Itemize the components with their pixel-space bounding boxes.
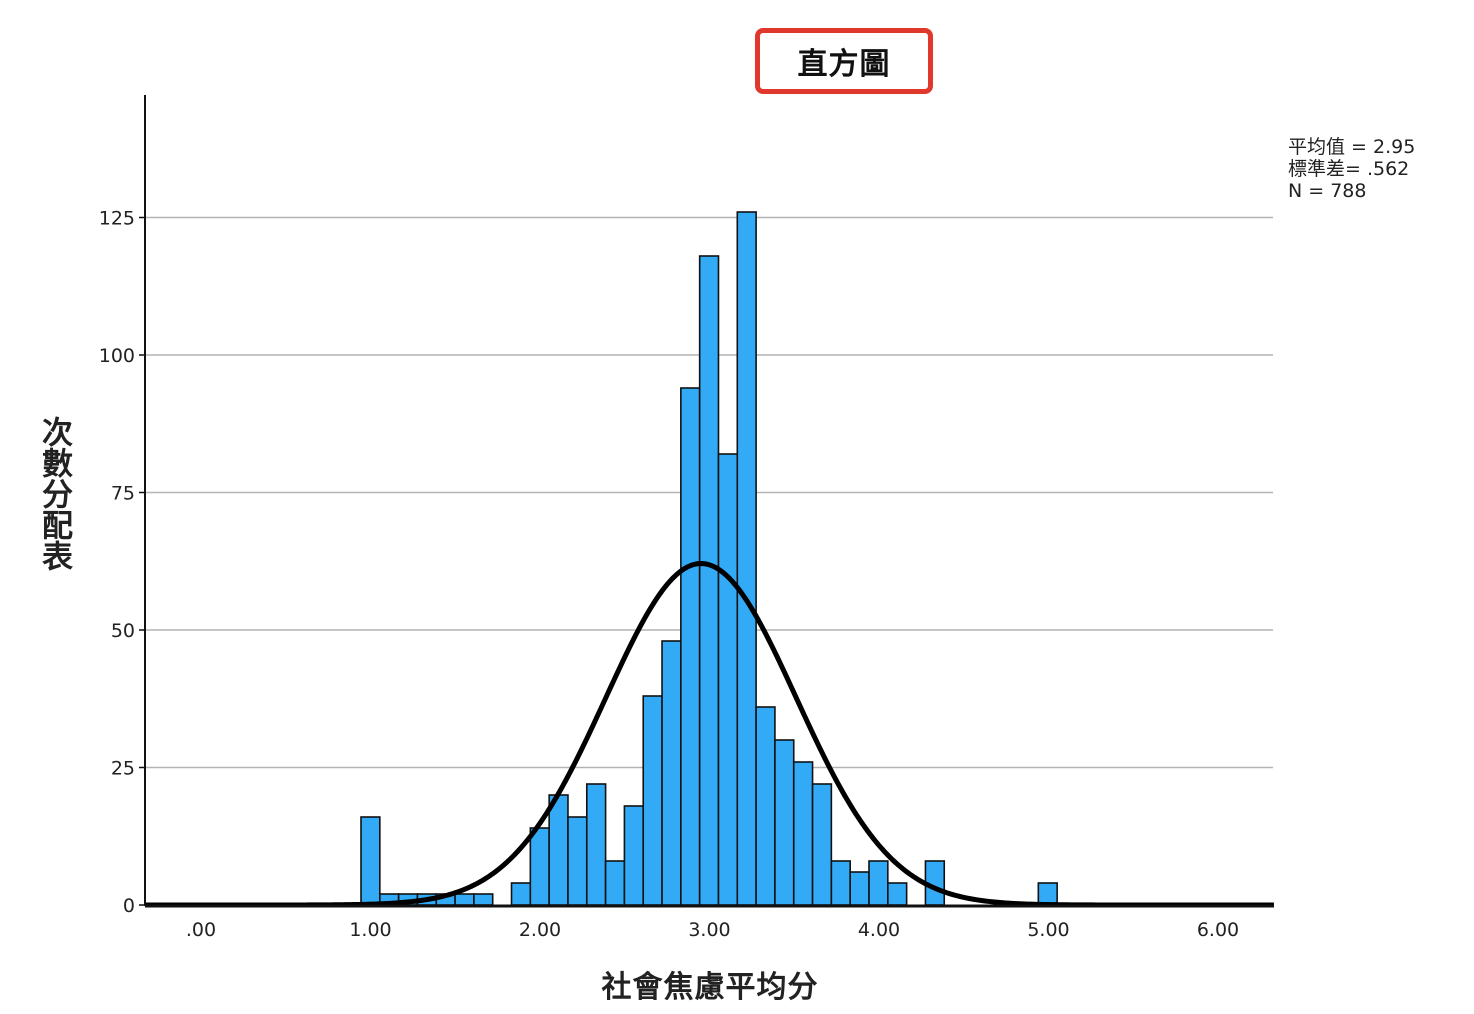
histogram-bar-28 xyxy=(887,882,908,906)
x-axis-label: 社會焦慮平均分 xyxy=(601,970,819,1005)
n-stat: N = 788 xyxy=(1288,180,1367,202)
histogram-bar-24 xyxy=(811,783,833,906)
x-tick-label: 6.00 xyxy=(1197,919,1239,941)
y-tick-label: 0 xyxy=(123,895,135,917)
histogram-bar-10 xyxy=(548,794,569,906)
chart-title-box: 直方圖 xyxy=(755,28,933,94)
histogram-bar-16 xyxy=(661,640,682,906)
chart-title: 直方圖 xyxy=(797,47,891,82)
histogram-bar-13 xyxy=(604,860,626,906)
histogram-bar-7 xyxy=(473,893,494,906)
histogram-bar-15 xyxy=(642,695,663,906)
y-tick-label: 25 xyxy=(111,758,135,780)
histogram-bar-12 xyxy=(585,783,607,906)
histogram-bar-18 xyxy=(698,255,720,906)
y-tick-label: 125 xyxy=(99,208,135,230)
x-tick-label: 1.00 xyxy=(349,919,391,941)
histogram-bar-6 xyxy=(454,893,475,906)
histogram-bar-17 xyxy=(680,387,701,906)
summary-statistics: 平均值 = 2.95 標準差= .562 N = 788 xyxy=(1288,136,1415,202)
y-tick-label: 100 xyxy=(99,345,135,367)
histogram-bar-19 xyxy=(717,453,739,906)
histogram-bar-30 xyxy=(1037,882,1058,906)
y-tick-labels: 0 25 50 75 100 125 xyxy=(99,208,145,917)
histogram-bars xyxy=(360,211,1058,906)
histogram-bar-27 xyxy=(868,860,889,906)
histogram-bar-8 xyxy=(510,882,532,906)
mean-stat: 平均值 = 2.95 xyxy=(1288,136,1416,158)
x-tick-label: 5.00 xyxy=(1027,919,1069,941)
y-tick-label: 50 xyxy=(111,620,135,642)
x-tick-label: 2.00 xyxy=(519,919,561,941)
histogram-bar-20 xyxy=(736,211,757,906)
histogram-bar-9 xyxy=(529,827,550,906)
x-tick-label: 4.00 xyxy=(858,919,900,941)
y-axis-label: 次數分配表 xyxy=(36,416,72,571)
histogram-bar-23 xyxy=(792,761,814,906)
axes xyxy=(144,95,1273,908)
x-tick-label: .00 xyxy=(186,919,216,941)
x-tick-labels: .00 1.00 2.00 3.00 4.00 5.00 6.00 xyxy=(186,919,1239,941)
histogram-bar-22 xyxy=(774,739,795,906)
histogram-bar-21 xyxy=(755,706,776,906)
histogram-bar-14 xyxy=(623,805,645,906)
histogram-bar-25 xyxy=(830,860,851,906)
y-tick-label: 75 xyxy=(111,483,135,505)
x-tick-label: 3.00 xyxy=(688,919,730,941)
sd-stat: 標準差= .562 xyxy=(1288,158,1410,180)
histogram-bar-11 xyxy=(567,816,588,906)
histogram-bar-26 xyxy=(849,871,870,906)
histogram-bar-1 xyxy=(360,816,381,906)
